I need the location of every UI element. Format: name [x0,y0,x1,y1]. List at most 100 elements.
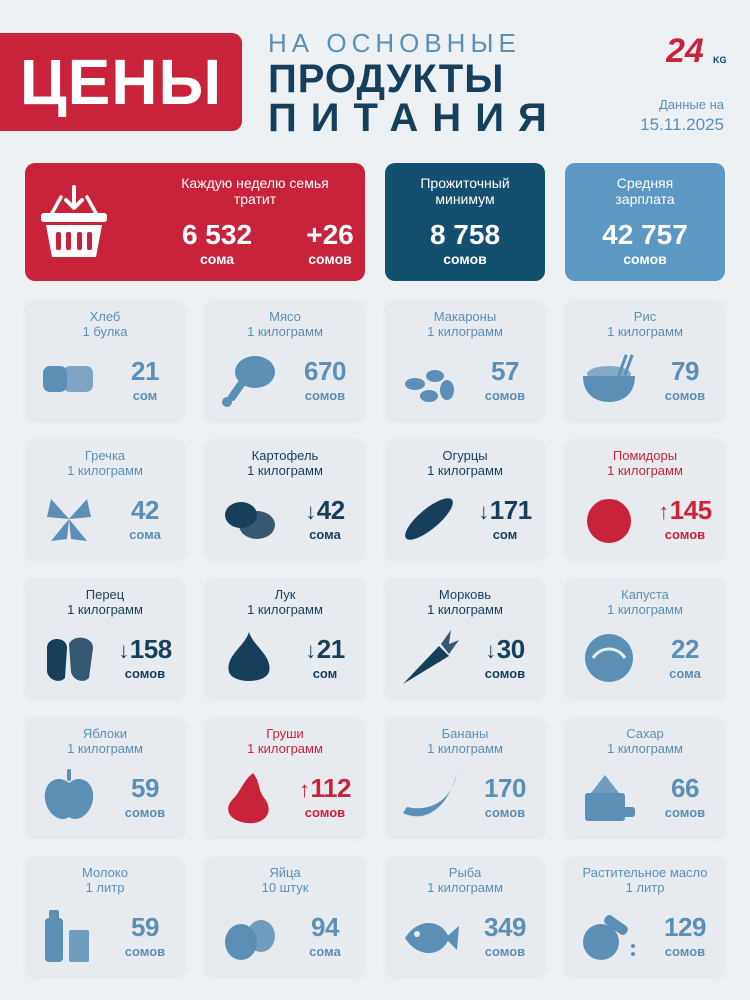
product-unit: 1 килограмм [607,324,683,339]
product-name: Яйца [269,865,301,880]
product-unit: 1 килограмм [427,324,503,339]
potato-icon [225,502,275,539]
eggs-icon [225,920,275,960]
product-name: Растительное масло [582,865,708,880]
product-currency: сомов [124,944,166,959]
product-unit: 1 килограмм [67,741,143,756]
product-price: ↓158 [109,634,181,665]
weekly-change: +26 [306,219,354,250]
product-price-value: 349 [484,912,526,942]
product-currency: сомов [664,944,706,959]
product-name: Лук [274,587,296,602]
product-name: Перец [85,587,125,602]
product-name: Огурцы [442,448,488,463]
weekly-change-unit: сомов [308,251,352,267]
product-price: 129 [649,912,721,943]
product-currency: сом [132,388,158,403]
minimum-caption: Прожиточный минимум [420,175,510,207]
arrow-down-icon: ↓ [305,638,316,663]
banana-icon [403,773,457,817]
product-price-value: 79 [671,356,699,386]
product-name: Капуста [621,587,669,602]
product-price-value: 42 [131,495,159,525]
product-unit: 1 килограмм [427,741,503,756]
product-price: 170 [469,773,541,804]
product-currency: сомов [484,388,526,403]
product-card: Рыба 1 килограмм 349 сомов [385,856,545,976]
weekly-spend-box: Каждую неделю семья тратит 6 532 сома +2… [25,163,365,281]
product-price: ↓21 [289,634,361,665]
basket-icon [41,185,107,257]
pear-icon [228,773,269,824]
product-card: Мясо 1 килограмм 670 сомов [205,300,365,420]
product-unit: 1 килограмм [67,602,143,617]
onion-icon [228,632,270,681]
product-currency: сомов [124,666,166,681]
product-name: Макароны [433,309,497,324]
product-card: Бананы 1 килограмм 170 сомов [385,717,545,837]
product-price-value: 21 [131,356,159,386]
cabbage-icon [585,634,633,682]
product-name: Яблоки [82,726,128,741]
product-card: Перец 1 килограмм ↓158 сомов [25,578,185,698]
product-currency: сом [492,527,518,542]
product-price: 57 [469,356,541,387]
product-currency: сомов [304,388,346,403]
product-unit: 1 булка [82,324,128,339]
product-price: 59 [109,773,181,804]
rice-icon [583,354,635,402]
arrow-up-icon: ↑ [299,777,310,802]
oil-icon [583,915,635,960]
product-price-value: 158 [129,634,172,664]
minimum-amount: 8 758 [429,219,501,250]
product-name: Сахар [626,726,664,741]
weekly-amount-unit: сома [199,251,235,267]
product-name: Хлеб [89,309,121,324]
product-currency: сомов [664,527,706,542]
logo-text: 24 [666,32,704,70]
product-unit: 1 килограмм [427,463,503,478]
product-price-value: 171 [489,495,532,525]
24kg-logo: 24 KG [666,32,726,70]
weekly-amount: 6 532 [181,219,253,250]
milk-icon [45,910,89,962]
cucumber-icon [405,498,453,540]
bread-icon [43,366,93,392]
product-name: Рис [633,309,657,324]
product-card: Огурцы 1 килограмм ↓171 сом [385,439,545,559]
product-price: ↓42 [289,495,361,526]
product-name: Помидоры [612,448,678,463]
product-unit: 1 литр [625,880,665,895]
product-card: Помидоры 1 килограмм ↑145 сомов [565,439,725,559]
product-name: Молоко [82,865,128,880]
product-price: 349 [469,912,541,943]
product-currency: сомов [484,805,526,820]
product-unit: 1 килограмм [607,741,683,756]
minimum-unit: сомов [443,251,487,267]
salary-unit: сомов [623,251,667,267]
salary-caption: Средняя зарплата [615,175,675,207]
pasta-icon [405,370,454,402]
product-name: Морковь [438,587,492,602]
product-card: Растительное масло 1 литр 129 сомов [565,856,725,976]
product-price: ↑112 [289,773,361,804]
product-price-value: 22 [671,634,699,664]
subtitle-line-2: ПРОДУКТЫ [268,57,505,101]
salary-amount: 42 757 [602,219,688,250]
tomato-icon [587,499,631,543]
product-price-value: 57 [491,356,519,386]
weekly-caption: Каждую неделю семья тратит [181,175,329,207]
logo-suffix: KG [713,55,726,65]
buckwheat-icon [47,499,91,541]
product-price: 79 [649,356,721,387]
product-card: Макароны 1 килограмм 57 сомов [385,300,545,420]
product-price-value: 59 [131,773,159,803]
product-price-value: 94 [311,912,339,942]
product-currency: сома [309,527,341,542]
product-currency: сомов [124,805,166,820]
product-name: Картофель [251,448,319,463]
product-price: ↓171 [469,495,541,526]
meat-icon [222,356,275,407]
product-unit: 1 килограмм [247,324,323,339]
product-price-value: 670 [304,356,346,386]
